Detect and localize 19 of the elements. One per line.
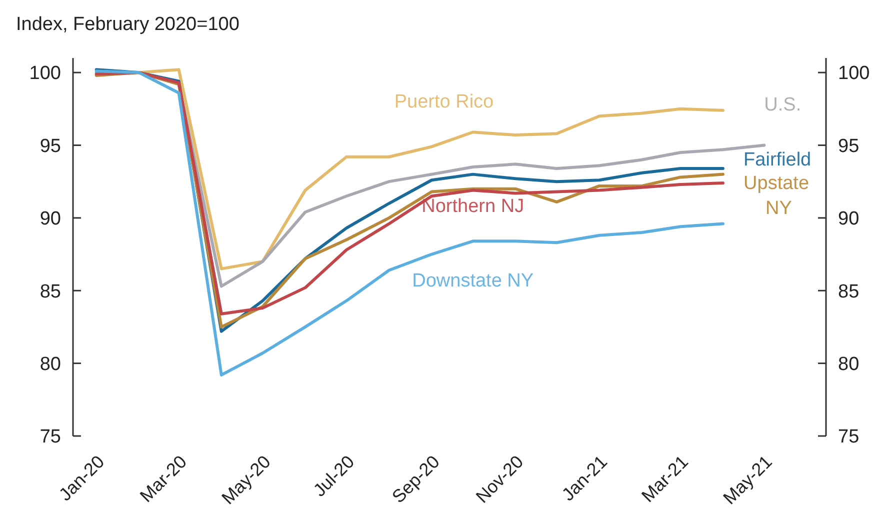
y-tick-label: 100 <box>29 63 61 84</box>
y-tick-label: 80 <box>40 354 61 375</box>
series-label: Fairfield <box>744 150 812 171</box>
y2-tick-label: 90 <box>838 208 860 230</box>
y2-tick-label: 85 <box>838 281 860 302</box>
series-label: Downstate NY <box>412 270 534 292</box>
series-label: Upstate NY <box>744 172 810 219</box>
y-axis-title: Index, February 2020=100 <box>16 14 240 35</box>
series-label: Northern NJ <box>422 196 524 218</box>
y-tick-label: 75 <box>40 426 61 448</box>
y2-tick-label: 80 <box>838 354 860 375</box>
y-tick-label: 85 <box>40 281 61 302</box>
y2-tick-label: 95 <box>838 136 860 157</box>
y2-tick-label: 75 <box>838 426 860 448</box>
y-tick-label: 90 <box>40 208 61 230</box>
series-label: U.S. <box>764 94 802 116</box>
y2-tick-label: 100 <box>838 63 870 84</box>
series-label: Puerto Rico <box>394 91 494 112</box>
y-tick-label: 95 <box>40 136 61 157</box>
